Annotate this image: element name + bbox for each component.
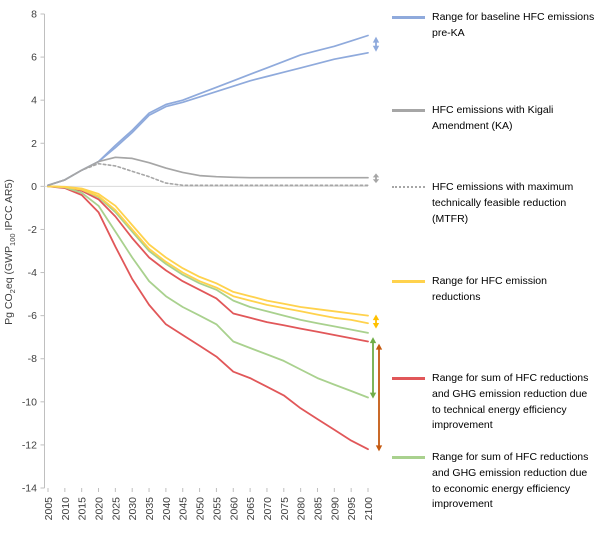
y-tick-label: -6	[28, 310, 37, 322]
hfc-reduction-range-arrow-arrowhead-up	[372, 314, 380, 321]
x-tick-label: 2040	[161, 497, 173, 521]
series-line-technical-ee-low	[47, 185, 369, 451]
x-tick-label: 2010	[60, 497, 72, 521]
x-tick-label: 2025	[110, 497, 122, 521]
x-tick-label: 2085	[312, 497, 324, 521]
y-tick-label: -8	[28, 353, 37, 365]
y-tick-label: 0	[31, 181, 37, 193]
x-tick-label: 2035	[144, 497, 156, 521]
ka-range-arrow-arrowhead-up	[372, 173, 380, 178]
legend-line-hfc-reductions-swatch	[392, 280, 425, 283]
y-tick-label: 6	[31, 52, 37, 64]
legend-line-economic-ee-swatch	[392, 456, 425, 459]
legend-label-baseline: Range for baseline HFC emissions pre-KA	[432, 11, 595, 39]
x-tick-label: 2100	[363, 497, 375, 521]
y-tick-label: 8	[31, 9, 37, 21]
legend-label-mtfr: HFC emissions with maximum technically f…	[432, 181, 574, 225]
x-tick-label: 2050	[195, 497, 207, 521]
ka-range-arrow-arrowhead-down	[372, 179, 380, 184]
legend-item-baseline-range: Range for baseline HFC emissions pre-KA	[392, 10, 596, 42]
series-line-economic-ee-high	[47, 185, 369, 334]
x-tick-label: 2075	[279, 497, 291, 521]
series-line-technical-ee-high	[47, 185, 369, 343]
x-tick-label: 2015	[77, 497, 89, 521]
legend-label-kigali: HFC emissions with Kigali Amendment (KA)	[432, 104, 554, 132]
y-tick-label: 2	[31, 138, 37, 150]
x-tick-label: 2060	[228, 497, 240, 521]
economic-range-arrow-arrowhead-down	[369, 392, 377, 399]
series-line-economic-ee-low	[47, 185, 369, 399]
x-tick-label: 2095	[346, 497, 358, 521]
legend-item-economic-ee: Range for sum of HFC reductions and GHG …	[392, 450, 596, 513]
legend-line-mtfr-swatch	[392, 186, 425, 188]
legend-line-kigali-swatch	[392, 109, 425, 112]
legend-line-technical-ee-swatch	[392, 377, 425, 380]
legend-item-mtfr: HFC emissions with maximum technically f…	[392, 180, 596, 227]
series-line-hfc-reduction-low	[47, 185, 369, 325]
baseline-range-arrow-arrowhead-down	[372, 45, 380, 52]
legend-item-kigali: HFC emissions with Kigali Amendment (KA)	[392, 103, 596, 135]
baseline-range-arrow-arrowhead-up	[372, 36, 380, 43]
legend-line-baseline-swatch	[392, 16, 425, 19]
x-tick-label: 2080	[296, 497, 308, 521]
hfc-reduction-range-arrow-arrowhead-down	[372, 322, 380, 329]
x-tick-label: 2070	[262, 497, 274, 521]
series-line-baseline-pre-ka-high	[47, 34, 369, 187]
y-tick-label: -4	[28, 267, 37, 279]
series-line-mtfr	[47, 162, 369, 187]
technical-range-arrow-arrowhead-up	[375, 343, 383, 350]
emissions-line-chart-plot: 8 6 4 2 0 -2 -4 -6 -8 -10 -12 -14 2005 2010 2015 2020 20…	[22, 9, 383, 521]
legend-item-hfc-reductions: Range for HFC emission reductions	[392, 274, 596, 306]
legend-item-technical-ee: Range for sum of HFC reductions and GHG …	[392, 371, 596, 434]
y-tick-label: 4	[31, 95, 37, 107]
y-tick-label: -12	[22, 439, 37, 451]
y-tick-label: -14	[22, 483, 37, 495]
economic-range-arrow-arrowhead-up	[369, 337, 377, 344]
x-tick-label: 2005	[43, 497, 55, 521]
series-line-hfc-reduction-high	[47, 185, 369, 317]
x-tick-label: 2090	[329, 497, 341, 521]
x-tick-label: 2020	[94, 497, 106, 521]
x-tick-label: 2045	[178, 497, 190, 521]
technical-range-arrow-arrowhead-down	[375, 445, 383, 452]
x-tick-label: 2030	[127, 497, 139, 521]
x-tick-label: 2065	[245, 497, 257, 521]
series-line-kigali-amendment	[47, 156, 369, 187]
legend-label-technical-ee: Range for sum of HFC reductions and GHG …	[432, 372, 589, 432]
legend-label-economic-ee: Range for sum of HFC reductions and GHG …	[432, 451, 589, 511]
x-tick-label: 2055	[211, 497, 223, 521]
legend-label-hfc-reductions: Range for HFC emission reductions	[432, 275, 547, 303]
y-tick-label: -2	[28, 224, 37, 236]
y-tick-label: -10	[22, 396, 37, 408]
